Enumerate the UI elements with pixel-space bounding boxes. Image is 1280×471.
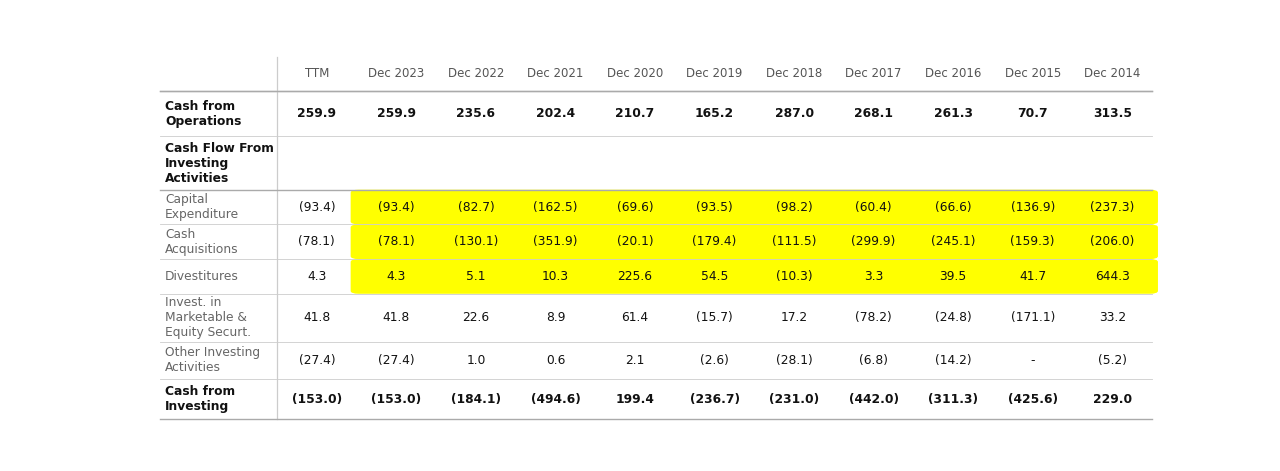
- Text: (66.6): (66.6): [934, 201, 972, 213]
- Text: 17.2: 17.2: [781, 311, 808, 325]
- Text: 4.3: 4.3: [387, 270, 406, 283]
- Text: 268.1: 268.1: [854, 107, 893, 120]
- Text: 225.6: 225.6: [617, 270, 653, 283]
- Text: (10.3): (10.3): [776, 270, 813, 283]
- Text: (93.4): (93.4): [298, 201, 335, 213]
- Text: Cash from
Investing: Cash from Investing: [165, 385, 236, 413]
- FancyBboxPatch shape: [351, 190, 1158, 224]
- Text: (231.0): (231.0): [769, 393, 819, 406]
- Text: (27.4): (27.4): [298, 354, 335, 367]
- Text: Dec 2022: Dec 2022: [448, 67, 504, 80]
- Text: Dec 2015: Dec 2015: [1005, 67, 1061, 80]
- Text: (171.1): (171.1): [1010, 311, 1055, 325]
- Text: (93.4): (93.4): [378, 201, 415, 213]
- Text: Dec 2017: Dec 2017: [845, 67, 902, 80]
- Text: 229.0: 229.0: [1093, 393, 1132, 406]
- Text: Invest. in
Marketable &
Equity Securt.: Invest. in Marketable & Equity Securt.: [165, 296, 251, 339]
- Text: (425.6): (425.6): [1007, 393, 1057, 406]
- Text: (6.8): (6.8): [859, 354, 888, 367]
- Text: 3.3: 3.3: [864, 270, 883, 283]
- FancyBboxPatch shape: [351, 259, 1158, 294]
- Text: Dec 2023: Dec 2023: [369, 67, 425, 80]
- Text: (236.7): (236.7): [690, 393, 740, 406]
- Text: Dec 2021: Dec 2021: [527, 67, 584, 80]
- Text: (237.3): (237.3): [1091, 201, 1134, 213]
- FancyBboxPatch shape: [351, 224, 1158, 259]
- Text: Cash Flow From
Investing
Activities: Cash Flow From Investing Activities: [165, 141, 274, 185]
- Text: 61.4: 61.4: [621, 311, 649, 325]
- Text: 313.5: 313.5: [1093, 107, 1132, 120]
- Text: 261.3: 261.3: [933, 107, 973, 120]
- Text: 165.2: 165.2: [695, 107, 735, 120]
- Text: (78.1): (78.1): [378, 235, 415, 248]
- Text: (28.1): (28.1): [776, 354, 813, 367]
- Text: (153.0): (153.0): [371, 393, 421, 406]
- Text: (136.9): (136.9): [1010, 201, 1055, 213]
- Text: (20.1): (20.1): [617, 235, 653, 248]
- Text: (5.2): (5.2): [1098, 354, 1126, 367]
- Text: (60.4): (60.4): [855, 201, 892, 213]
- Text: Dec 2020: Dec 2020: [607, 67, 663, 80]
- Text: Cash
Acquisitions: Cash Acquisitions: [165, 228, 238, 256]
- Text: 41.8: 41.8: [303, 311, 330, 325]
- Text: (69.6): (69.6): [617, 201, 653, 213]
- Text: (351.9): (351.9): [534, 235, 577, 248]
- Text: (442.0): (442.0): [849, 393, 899, 406]
- Text: TTM: TTM: [305, 67, 329, 80]
- Text: (78.2): (78.2): [855, 311, 892, 325]
- Text: (179.4): (179.4): [692, 235, 737, 248]
- Text: (184.1): (184.1): [451, 393, 500, 406]
- Text: (2.6): (2.6): [700, 354, 730, 367]
- Text: 199.4: 199.4: [616, 393, 654, 406]
- Text: 2.1: 2.1: [626, 354, 645, 367]
- Text: 287.0: 287.0: [774, 107, 814, 120]
- Text: (162.5): (162.5): [534, 201, 577, 213]
- Text: (111.5): (111.5): [772, 235, 817, 248]
- Text: (78.1): (78.1): [298, 235, 335, 248]
- Text: (159.3): (159.3): [1010, 235, 1055, 248]
- Text: 41.8: 41.8: [383, 311, 410, 325]
- Text: 39.5: 39.5: [940, 270, 966, 283]
- Text: 4.3: 4.3: [307, 270, 326, 283]
- Text: Cash from
Operations: Cash from Operations: [165, 100, 242, 128]
- Text: Capital
Expenditure: Capital Expenditure: [165, 193, 239, 221]
- Text: Dec 2018: Dec 2018: [765, 67, 822, 80]
- Text: (153.0): (153.0): [292, 393, 342, 406]
- Text: -: -: [1030, 354, 1036, 367]
- Text: (311.3): (311.3): [928, 393, 978, 406]
- Text: (15.7): (15.7): [696, 311, 733, 325]
- Text: Divestitures: Divestitures: [165, 270, 239, 283]
- Text: Dec 2019: Dec 2019: [686, 67, 742, 80]
- Text: 235.6: 235.6: [457, 107, 495, 120]
- Text: 8.9: 8.9: [545, 311, 566, 325]
- Text: 22.6: 22.6: [462, 311, 489, 325]
- Text: Dec 2014: Dec 2014: [1084, 67, 1140, 80]
- Text: (14.2): (14.2): [934, 354, 972, 367]
- Text: (494.6): (494.6): [531, 393, 580, 406]
- Text: 33.2: 33.2: [1098, 311, 1126, 325]
- Text: (93.5): (93.5): [696, 201, 733, 213]
- Text: (206.0): (206.0): [1091, 235, 1134, 248]
- Text: 259.9: 259.9: [376, 107, 416, 120]
- Text: (130.1): (130.1): [453, 235, 498, 248]
- Text: 1.0: 1.0: [466, 354, 485, 367]
- Text: (27.4): (27.4): [378, 354, 415, 367]
- Text: 644.3: 644.3: [1094, 270, 1130, 283]
- Text: 70.7: 70.7: [1018, 107, 1048, 120]
- Text: 41.7: 41.7: [1019, 270, 1046, 283]
- Text: (299.9): (299.9): [851, 235, 896, 248]
- Text: (24.8): (24.8): [934, 311, 972, 325]
- Text: (245.1): (245.1): [931, 235, 975, 248]
- Text: 10.3: 10.3: [541, 270, 570, 283]
- Text: Other Investing
Activities: Other Investing Activities: [165, 347, 260, 374]
- Text: (98.2): (98.2): [776, 201, 813, 213]
- Text: 259.9: 259.9: [297, 107, 337, 120]
- Text: 210.7: 210.7: [616, 107, 654, 120]
- Text: Dec 2016: Dec 2016: [925, 67, 982, 80]
- Text: 5.1: 5.1: [466, 270, 485, 283]
- Text: (82.7): (82.7): [457, 201, 494, 213]
- Text: 0.6: 0.6: [545, 354, 566, 367]
- Text: 202.4: 202.4: [536, 107, 575, 120]
- Text: 54.5: 54.5: [701, 270, 728, 283]
